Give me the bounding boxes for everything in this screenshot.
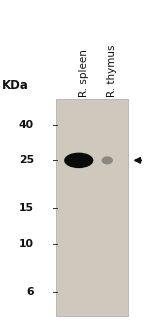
Ellipse shape [102, 156, 113, 165]
Text: 6: 6 [26, 287, 34, 297]
Text: 40: 40 [19, 120, 34, 130]
Text: R. thymus: R. thymus [107, 45, 117, 97]
Text: 25: 25 [19, 156, 34, 165]
Bar [56, 99, 128, 316]
Text: R. spleen: R. spleen [79, 49, 89, 97]
Text: 10: 10 [19, 239, 34, 249]
Ellipse shape [64, 153, 93, 168]
Text: KDa: KDa [2, 79, 28, 92]
Text: 15: 15 [19, 203, 34, 213]
